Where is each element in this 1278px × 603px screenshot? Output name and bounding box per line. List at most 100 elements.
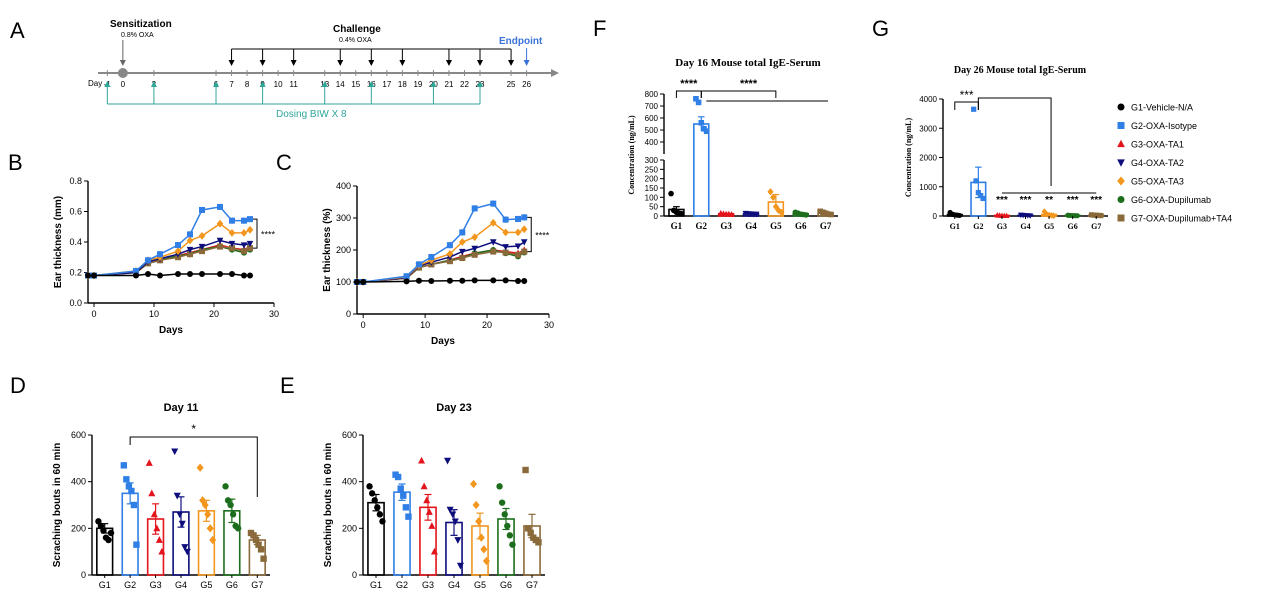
data-point <box>1003 212 1010 219</box>
legend-label: G6-OXA-Dupilumab <box>1131 195 1211 205</box>
x-tick-label: G6 <box>500 580 512 590</box>
data-point <box>201 500 209 510</box>
data-point <box>229 217 235 224</box>
data-point <box>181 544 189 551</box>
x-tick-label: G6 <box>795 221 807 231</box>
legend-marker <box>1117 214 1125 222</box>
data-point <box>489 218 497 227</box>
data-point <box>155 536 163 543</box>
timeline-day-label: 14 <box>336 80 345 89</box>
y-tick-label: 200 <box>336 245 351 255</box>
y-tick-label: 0 <box>933 212 938 221</box>
y-tick-label: 500 <box>645 126 659 135</box>
legend-marker <box>1117 139 1125 148</box>
x-tick-label: G3 <box>150 580 162 590</box>
y-axis-label: Concentration (ng/mL) <box>904 118 913 198</box>
data-point <box>454 537 462 544</box>
data-point <box>229 511 237 518</box>
legend-label: G7-OXA-Dupilumab+TA4 <box>1131 214 1232 224</box>
chart-ige-day16: Day 16 Mouse total IgE-Serum 050100150200… <box>627 57 838 231</box>
data-point <box>482 556 490 566</box>
x-tick-label: 10 <box>149 309 159 319</box>
data-point <box>402 504 410 511</box>
data-point <box>379 518 386 525</box>
significance-stars: *** <box>1090 195 1102 206</box>
y-tick-label: 4000 <box>919 95 937 104</box>
data-point <box>123 476 130 483</box>
y-tick-label: 0.2 <box>69 268 82 278</box>
data-point <box>394 473 402 481</box>
y-tick-label: 3000 <box>919 124 937 133</box>
series-line-g2 <box>357 202 525 283</box>
chart-title: Day 11 <box>164 402 199 414</box>
x-tick-label: G2 <box>124 580 136 590</box>
data-point <box>255 541 262 548</box>
data-point <box>703 128 710 134</box>
y-tick-label: 400 <box>645 138 659 147</box>
data-point <box>515 251 522 258</box>
significance-bracket <box>977 97 1052 186</box>
data-point <box>428 522 436 529</box>
data-point <box>228 228 236 237</box>
data-point <box>187 271 193 278</box>
data-point <box>767 188 774 196</box>
data-point <box>490 248 497 255</box>
data-point <box>216 237 224 245</box>
data-point <box>217 203 223 210</box>
data-point <box>772 203 779 211</box>
chart-ige-day26: Day 26 Mouse total IgE-Serum 0 1000 2000 300… <box>904 65 1108 231</box>
y-tick-label: 50 <box>649 203 658 212</box>
significance-bracket <box>527 216 532 253</box>
data-point <box>415 277 422 284</box>
data-point <box>502 216 509 223</box>
data-point <box>107 529 115 537</box>
data-point <box>199 206 205 213</box>
y-axis-label: Ear thickness (mm) <box>53 196 64 288</box>
data-point <box>199 248 205 255</box>
series-line-g3 <box>357 249 525 283</box>
dosing-arrowhead <box>213 81 220 87</box>
data-point <box>458 238 466 246</box>
timeline-day-label: 18 <box>398 80 407 89</box>
data-point <box>187 251 193 258</box>
data-point <box>678 210 685 217</box>
data-point <box>506 532 514 539</box>
y-axis-label: Concentration (ng/mL) <box>627 115 636 195</box>
y-tick-label: 100 <box>336 277 351 287</box>
data-point <box>175 242 181 249</box>
data-point <box>515 215 522 222</box>
dosing-label: Dosing BIW X 8 <box>276 109 347 120</box>
y-tick-label: 400 <box>71 477 86 487</box>
data-point <box>446 277 453 284</box>
data-point <box>157 251 163 258</box>
timeline-panel: Sensitization 0.8% OXA Challenge 0.4% OX… <box>88 19 559 120</box>
data-point <box>775 206 782 215</box>
legend-label: G5-OXA-TA3 <box>1131 177 1184 187</box>
y-tick-label: 0 <box>346 309 351 319</box>
y-tick-label: 0 <box>654 212 659 221</box>
series-line-g6 <box>88 245 251 277</box>
data-point <box>206 524 214 533</box>
y-tick-label: 200 <box>342 523 357 533</box>
data-point <box>803 212 809 218</box>
timeline-day-label: 19 <box>413 80 422 89</box>
data-point <box>247 272 253 279</box>
data-point <box>975 190 981 196</box>
panel-letter-g: G <box>872 16 889 41</box>
data-point <box>229 271 235 278</box>
data-point <box>698 120 705 126</box>
data-point <box>458 248 466 256</box>
data-point <box>753 211 760 218</box>
data-point <box>125 483 133 490</box>
challenge-arrowhead <box>399 60 406 66</box>
endpoint-label: Endpoint <box>499 36 543 47</box>
data-point <box>444 457 452 465</box>
data-point <box>956 212 963 219</box>
dosing-arrowhead <box>150 81 157 87</box>
data-point <box>173 492 181 500</box>
significance-stars: *** <box>1020 195 1032 206</box>
data-point <box>145 271 151 278</box>
data-point <box>489 239 497 246</box>
data-point <box>133 541 140 548</box>
data-point <box>522 466 529 474</box>
